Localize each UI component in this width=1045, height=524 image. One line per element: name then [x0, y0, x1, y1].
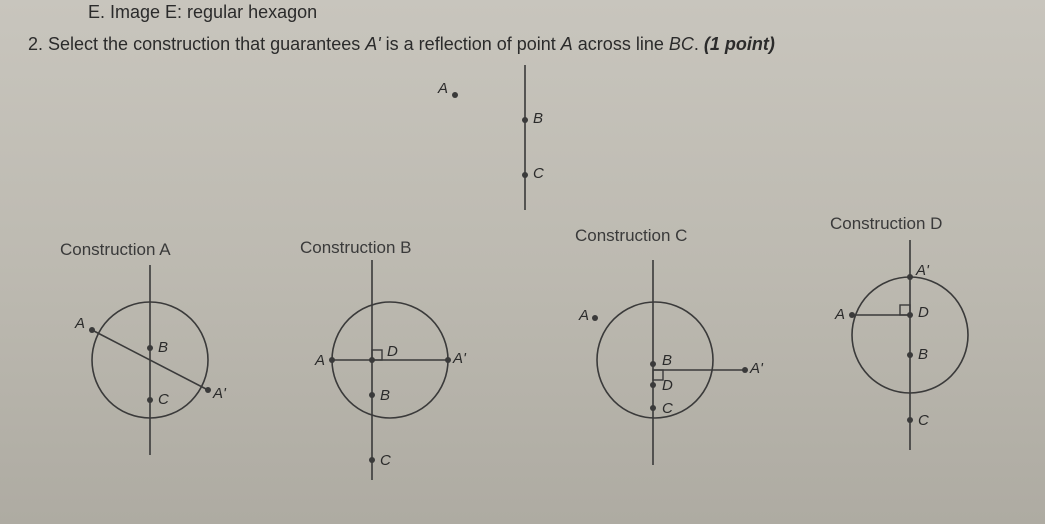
label-c: C: [158, 391, 169, 408]
q2-bc: BC: [669, 34, 694, 54]
point-a: [849, 312, 855, 318]
point-aprime: [742, 367, 748, 373]
q2-suffix: across line: [573, 34, 669, 54]
label-b: B: [918, 346, 928, 363]
point-aprime: [445, 357, 451, 363]
point-aprime: [907, 274, 913, 280]
circle: [597, 302, 713, 418]
q2-period: .: [694, 34, 704, 54]
line-image-e: E. Image E: regular hexagon: [88, 2, 317, 23]
title-construction-a: Construction A: [60, 240, 171, 260]
point-a: [592, 315, 598, 321]
label-aprime: A': [452, 350, 467, 367]
label-d: D: [918, 304, 929, 321]
question-2: 2. Select the construction that guarante…: [28, 34, 775, 55]
construction-c-figure: A B D C A': [540, 250, 800, 490]
point-b: [522, 117, 528, 123]
label-a: A: [74, 315, 85, 332]
label-b: B: [380, 387, 390, 404]
label-b: B: [158, 339, 168, 356]
top-reference-figure: B C A: [430, 65, 630, 215]
label-c: C: [662, 400, 673, 417]
point-aprime: [205, 387, 211, 393]
label-aprime: A': [749, 360, 764, 377]
point-d: [369, 357, 375, 363]
point-a: [89, 327, 95, 333]
point-b: [369, 392, 375, 398]
label-a: A: [578, 307, 589, 324]
worksheet-page: E. Image E: regular hexagon 2. Select th…: [0, 0, 1045, 524]
label-a: A: [834, 306, 845, 323]
label-c: C: [533, 165, 544, 182]
q2-prefix: 2. Select the construction that guarante…: [28, 34, 365, 54]
point-c: [522, 172, 528, 178]
label-aprime: A': [915, 262, 930, 279]
point-b: [650, 361, 656, 367]
label-d: D: [662, 377, 673, 394]
label-a: A: [437, 80, 448, 97]
label-aprime: A': [212, 385, 227, 402]
construction-b-figure: D B C A A': [280, 260, 520, 500]
point-b: [907, 352, 913, 358]
q2-mid: is a reflection of point: [381, 34, 561, 54]
title-construction-c: Construction C: [575, 226, 687, 246]
point-a: [452, 92, 458, 98]
point-d: [650, 382, 656, 388]
label-d: D: [387, 343, 398, 360]
label-a: A: [314, 352, 325, 369]
point-b: [147, 345, 153, 351]
label-b: B: [533, 110, 543, 127]
title-construction-d: Construction D: [830, 214, 942, 234]
point-c: [650, 405, 656, 411]
construction-d-figure: A' D B C A: [800, 235, 1030, 475]
point-c: [147, 397, 153, 403]
q2-a: A: [561, 34, 573, 54]
construction-a-figure: B C A A': [40, 260, 260, 490]
point-c: [907, 417, 913, 423]
label-c: C: [918, 412, 929, 429]
title-construction-b: Construction B: [300, 238, 412, 258]
q2-a-prime: A': [365, 34, 380, 54]
q2-points: (1 point): [704, 34, 775, 54]
point-a: [329, 357, 335, 363]
point-d: [907, 312, 913, 318]
point-c: [369, 457, 375, 463]
label-c: C: [380, 452, 391, 469]
label-b: B: [662, 352, 672, 369]
